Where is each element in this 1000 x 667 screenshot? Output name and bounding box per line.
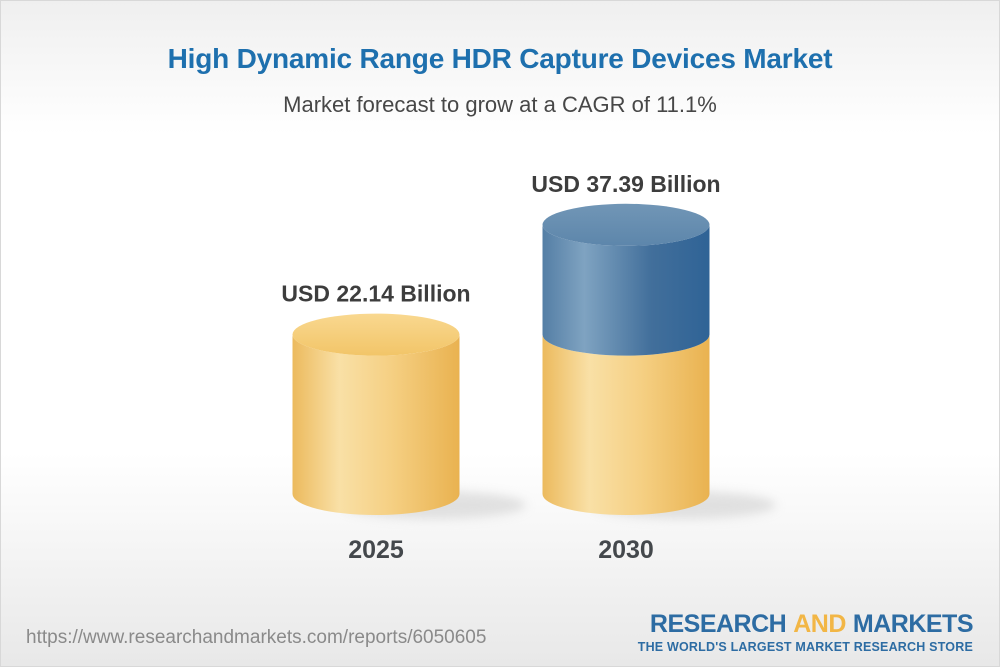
cylinder-2030-growth-segment — [542, 224, 710, 356]
chart-title: High Dynamic Range HDR Capture Devices M… — [167, 43, 833, 74]
chart-header: High Dynamic Range HDR Capture Devices M… — [1, 1, 999, 118]
cylinder-2025-body — [292, 334, 460, 515]
chart-subtitle: Market forecast to grow at a CAGR of 11.… — [283, 92, 717, 117]
cylinder-2030-base-segment — [542, 334, 710, 515]
logo-word-and: AND — [793, 609, 846, 638]
axis-label-2025: 2025 — [348, 536, 404, 564]
axis-label-2030: 2030 — [598, 536, 654, 564]
bar-chart: USD 22.14 Billion USD 37.39 Billion 2025… — [1, 141, 999, 571]
value-label-2030: USD 37.39 Billion — [531, 171, 720, 197]
logo-wordmark: RESEARCH AND MARKETS — [638, 609, 974, 638]
cylinder-2030-top — [542, 203, 710, 246]
researchandmarkets-logo: RESEARCH AND MARKETS THE WORLD'S LARGEST M… — [637, 609, 974, 654]
logo-word-research: RESEARCH — [649, 609, 787, 638]
logo-word-markets: MARKETS — [852, 609, 974, 638]
report-url: https://www.researchandmarkets.com/repor… — [26, 627, 487, 648]
cylinder-2025-top — [292, 313, 460, 356]
chart-canvas: USD 22.14 Billion USD 37.39 Billion 2025… — [281, 171, 776, 564]
logo-tagline: THE WORLD'S LARGEST MARKET RESEARCH STOR… — [637, 639, 973, 654]
value-label-2025: USD 22.14 Billion — [281, 281, 470, 307]
cylinder-group — [292, 203, 776, 519]
